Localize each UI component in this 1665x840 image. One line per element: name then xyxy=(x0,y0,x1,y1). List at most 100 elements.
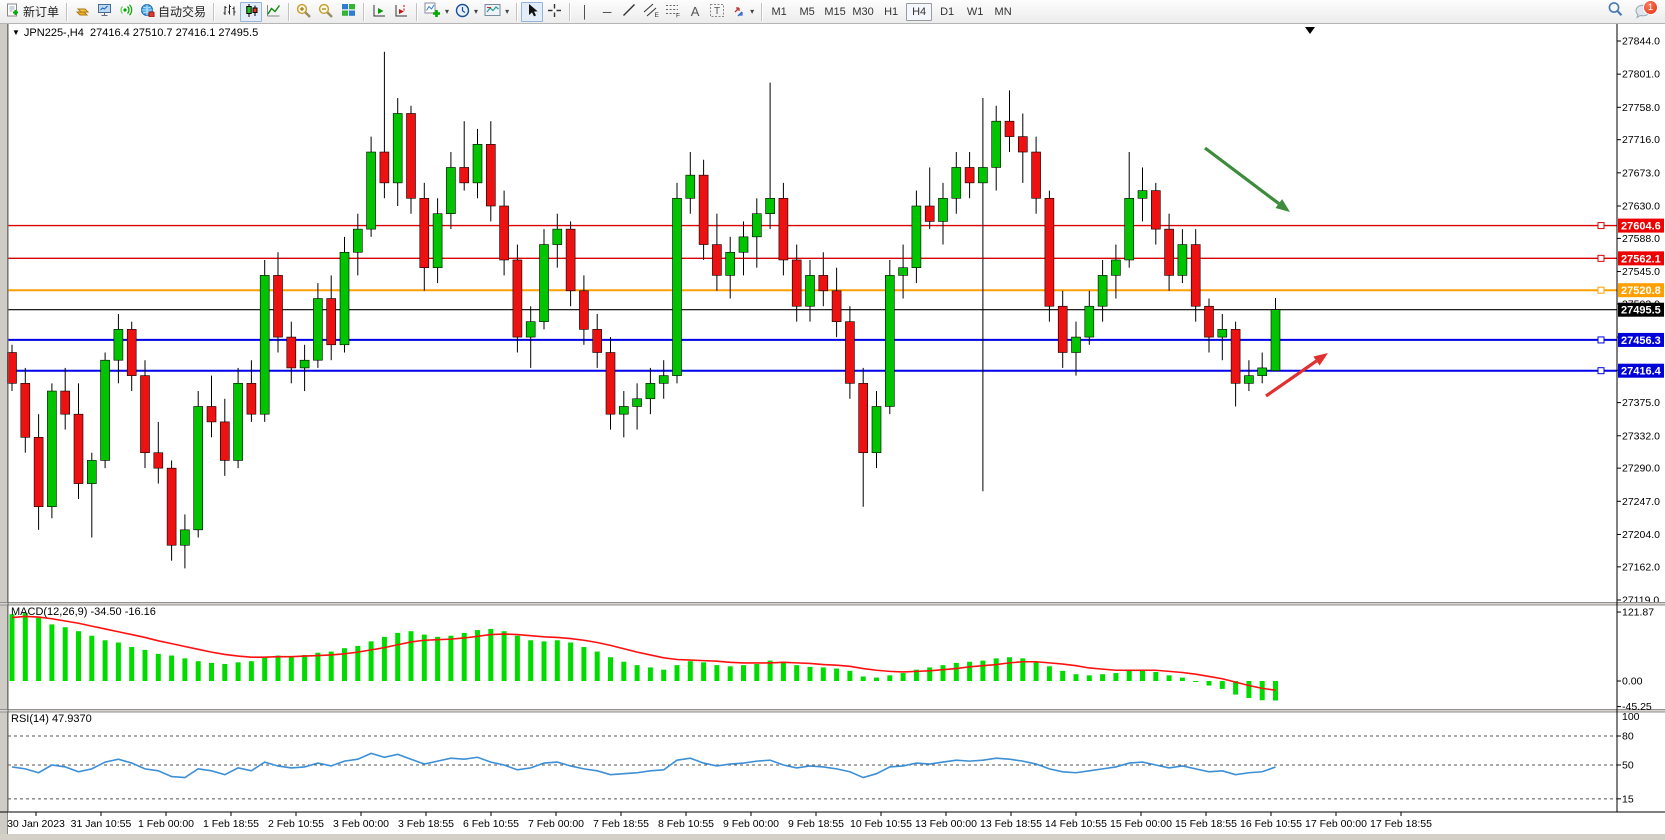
svg-text:27801.0: 27801.0 xyxy=(1622,69,1660,81)
periods-button[interactable]: ▾ xyxy=(452,2,481,22)
market-watch-button[interactable] xyxy=(71,2,93,22)
candlestick-chart-button[interactable] xyxy=(240,1,263,22)
horizontal-line-button[interactable]: ─ xyxy=(596,2,618,22)
timeframe-M1[interactable]: M1 xyxy=(771,5,787,18)
macd-bar xyxy=(993,658,999,681)
macd-bar xyxy=(634,665,640,681)
crosshair-icon xyxy=(547,3,562,21)
templates-button[interactable]: ▾ xyxy=(481,2,512,22)
window-left-edge xyxy=(0,24,7,840)
macd-bar xyxy=(1007,657,1012,681)
tile-windows-button[interactable] xyxy=(337,2,359,22)
auto-trading-label: 自动交易 xyxy=(158,5,207,19)
macd-bar xyxy=(49,624,55,681)
text-label-button[interactable]: T xyxy=(706,2,728,22)
trendline-button[interactable] xyxy=(618,2,640,22)
timeframe-M15[interactable]: M15 xyxy=(824,5,846,18)
new-order-button[interactable]: 新订单 xyxy=(3,2,62,22)
auto-trading-button[interactable]: 自动交易 xyxy=(137,2,209,22)
line-chart-button[interactable] xyxy=(262,2,284,22)
line-handle[interactable] xyxy=(1597,336,1605,344)
trend-arrow[interactable] xyxy=(1204,146,1290,212)
line-handle[interactable] xyxy=(1597,367,1605,375)
candle xyxy=(286,336,297,369)
svg-text:15 Feb 00:00: 15 Feb 00:00 xyxy=(1110,818,1172,830)
macd-bar xyxy=(967,661,973,681)
macd-bar xyxy=(1046,666,1052,681)
timeframe-W1[interactable]: W1 xyxy=(966,5,984,18)
panel-divider[interactable] xyxy=(0,709,1665,712)
macd-bar xyxy=(608,657,613,681)
macd-bar xyxy=(1020,658,1026,681)
candle xyxy=(1044,197,1055,307)
separator xyxy=(516,2,518,21)
macd-bar xyxy=(142,649,148,681)
indicators-button[interactable]: ▾ xyxy=(421,2,452,22)
svg-text:7 Feb 18:55: 7 Feb 18:55 xyxy=(593,818,649,830)
line-handle[interactable] xyxy=(1597,254,1605,262)
candle xyxy=(419,197,430,268)
svg-text:-45.25: -45.25 xyxy=(1622,701,1652,713)
svg-text:0.00: 0.00 xyxy=(1622,676,1643,688)
arrows-button[interactable]: ▾ xyxy=(728,2,757,22)
text-button[interactable]: A xyxy=(684,2,706,22)
candle xyxy=(73,413,84,484)
separator xyxy=(288,2,290,21)
candle xyxy=(791,259,802,307)
timeframe-MN[interactable]: MN xyxy=(994,5,1012,18)
line-handle[interactable] xyxy=(1597,222,1605,230)
candle xyxy=(565,228,576,292)
candle xyxy=(552,228,563,245)
horizontal-line-icon: ─ xyxy=(602,4,612,19)
svg-text:27456.3: 27456.3 xyxy=(1621,335,1661,347)
macd-bar xyxy=(475,630,480,681)
candle xyxy=(1124,197,1134,261)
timeframe-H1[interactable]: H1 xyxy=(884,5,899,18)
candle xyxy=(432,213,443,268)
channel-button[interactable]: E xyxy=(640,2,662,22)
bar-chart-button[interactable] xyxy=(218,2,240,22)
search-icon[interactable] xyxy=(1607,1,1624,22)
market-watch-icon xyxy=(75,3,90,20)
zoom-out-button[interactable] xyxy=(315,2,337,22)
macd-bar xyxy=(927,667,933,681)
trend-arrow[interactable] xyxy=(1265,353,1328,398)
new-order-icon xyxy=(6,3,20,20)
macd-bar xyxy=(129,647,135,681)
svg-text:F: F xyxy=(676,12,680,18)
crosshair-button[interactable] xyxy=(543,2,565,22)
chart-shift-marker[interactable] xyxy=(1305,27,1315,34)
timeframe-M5[interactable]: M5 xyxy=(799,5,815,18)
signals-button[interactable] xyxy=(115,2,137,22)
timeframe-H4[interactable]: H4 xyxy=(906,2,933,21)
timeframe-M30[interactable]: M30 xyxy=(852,5,874,18)
macd-bar xyxy=(847,670,853,681)
svg-text:27716.0: 27716.0 xyxy=(1622,134,1660,146)
candle xyxy=(685,174,696,199)
cursor-button[interactable] xyxy=(521,1,544,22)
candle xyxy=(1017,136,1028,153)
candle xyxy=(392,113,403,184)
chart-shift-button[interactable] xyxy=(390,2,412,22)
candle xyxy=(1190,244,1201,307)
chat-icon[interactable]: 1 xyxy=(1634,0,1658,21)
macd-bar xyxy=(262,657,268,681)
macd-bar xyxy=(248,661,254,681)
separator xyxy=(213,2,215,21)
chart-title[interactable]: ▼ JPN225-,H4 27416.4 27510.7 27416.1 2749… xyxy=(12,27,258,39)
candle xyxy=(1097,275,1108,307)
panel-divider[interactable] xyxy=(0,602,1665,605)
candle xyxy=(166,467,177,546)
macd-bar xyxy=(834,668,840,681)
auto-scroll-button[interactable] xyxy=(368,2,390,22)
terminal-button[interactable] xyxy=(93,2,115,22)
candle xyxy=(805,275,815,307)
line-handle[interactable] xyxy=(1597,286,1605,294)
fibonacci-button[interactable]: F xyxy=(662,2,684,22)
zoom-in-button[interactable] xyxy=(293,2,315,22)
vertical-line-button[interactable]: │ xyxy=(574,2,596,22)
svg-text:27375.0: 27375.0 xyxy=(1622,397,1660,409)
chart-dropdown-icon[interactable]: ▼ xyxy=(12,28,20,37)
timeframe-D1[interactable]: D1 xyxy=(940,5,955,18)
candle xyxy=(339,251,350,346)
